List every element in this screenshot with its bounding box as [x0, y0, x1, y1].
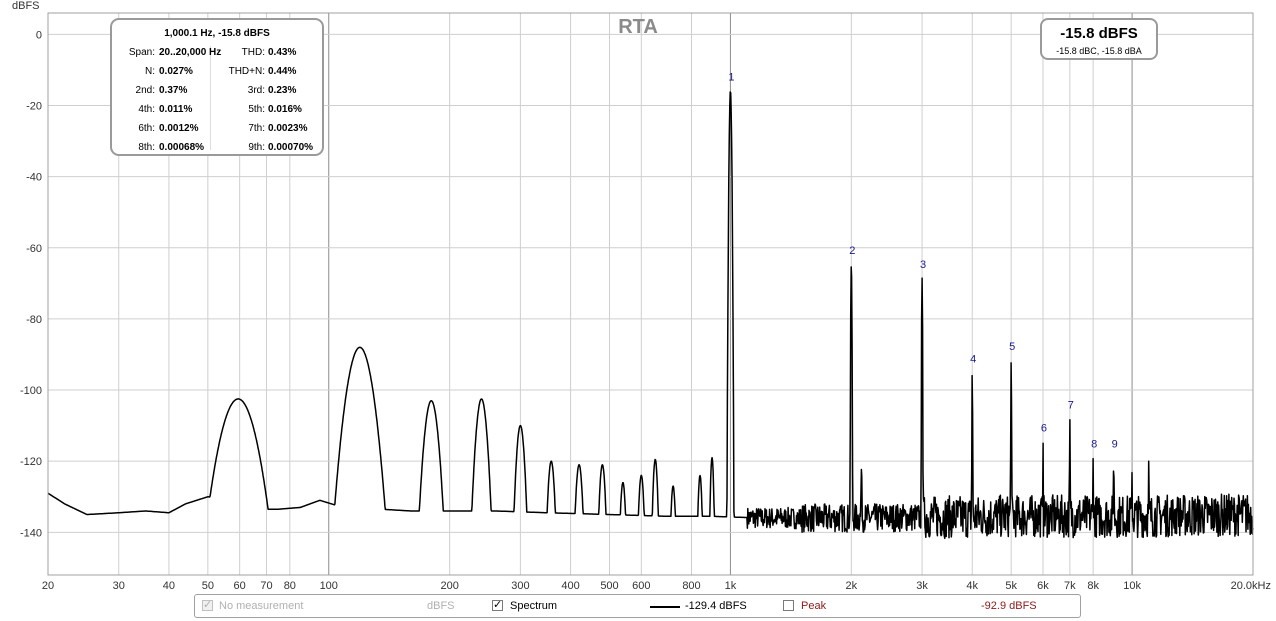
info-box-row: 2nd: 0.37% 3rd: 0.23%: [112, 85, 322, 99]
x-tick-label: 10k: [1123, 580, 1141, 592]
no-measurement-label: No measurement: [219, 600, 304, 612]
info-left-label: 6th:: [138, 123, 155, 134]
y-tick-label: -100: [20, 385, 42, 397]
info-left-value: 0.00068%: [159, 142, 205, 153]
info-left-value: 20..20,000 Hz: [159, 47, 222, 58]
info-right-value: 0.016%: [268, 104, 302, 115]
level-readout-box[interactable]: -15.8 dBFS -15.8 dBC, -15.8 dBA: [1040, 18, 1158, 60]
spectrum-checkbox[interactable]: ✓: [492, 599, 503, 611]
y-tick-label: -120: [20, 456, 42, 468]
info-right-label: THD:: [241, 47, 265, 58]
chart-title: RTA: [618, 16, 658, 38]
x-tick-label: 500: [600, 580, 618, 592]
x-tick-label: 600: [632, 580, 650, 592]
x-tick-label: 70: [260, 580, 272, 592]
x-tick-label: 100: [320, 580, 338, 592]
y-tick-label: -20: [26, 100, 42, 112]
x-tick-label: 400: [561, 580, 579, 592]
spectrum-line-swatch: [650, 606, 680, 608]
info-box-row: N: 0.027% THD+N: 0.44%: [112, 66, 322, 80]
info-right-value: 0.00070%: [268, 142, 314, 153]
level-readout-main: -15.8 dBFS: [1060, 25, 1138, 42]
x-tick-label: 7k: [1064, 580, 1076, 592]
y-tick-label: -80: [26, 314, 42, 326]
info-left-label: N:: [145, 66, 155, 77]
info-left-label: 8th:: [138, 142, 155, 153]
harmonic-marker-label: 2: [849, 245, 855, 257]
distortion-info-box[interactable]: 1,000.1 Hz, -15.8 dBFS Span: 20..20,000 H…: [110, 18, 324, 156]
spectrum-value: -129.4 dBFS: [685, 600, 747, 612]
no-measurement-checkbox[interactable]: ✓: [202, 599, 213, 611]
info-right-value: 0.23%: [268, 85, 297, 96]
x-tick-label: 20: [42, 580, 54, 592]
harmonic-marker-label: 9: [1112, 439, 1118, 451]
info-box-row: Span: 20..20,000 Hz THD: 0.43%: [112, 47, 322, 61]
harmonic-marker-label: 3: [920, 259, 926, 271]
info-left-value: 0.37%: [159, 85, 188, 96]
info-right-value: 0.0023%: [268, 123, 308, 134]
y-tick-label: -40: [26, 172, 42, 184]
x-tick-label: 80: [284, 580, 296, 592]
x-tick-label: 40: [163, 580, 175, 592]
x-tick-label: 20.0kHz: [1231, 580, 1271, 592]
x-tick-label: 5k: [1005, 580, 1017, 592]
y-tick-label: 0: [36, 29, 42, 41]
harmonic-marker-label: 5: [1009, 341, 1015, 353]
plot-frame: [47, 12, 1254, 576]
info-right-label: 5th:: [248, 104, 265, 115]
y-axis-label: dBFS: [12, 0, 40, 12]
x-tick-label: 8k: [1087, 580, 1099, 592]
peak-value: -92.9 dBFS: [981, 600, 1037, 612]
x-tick-label: 1k: [725, 580, 737, 592]
info-left-label: Span:: [128, 47, 155, 58]
info-left-value: 0.0012%: [159, 123, 199, 134]
x-tick-label: 2k: [846, 580, 858, 592]
info-right-value: 0.44%: [268, 66, 297, 77]
level-readout-sub: -15.8 dBC, -15.8 dBA: [1056, 46, 1142, 56]
no-measurement-unit: dBFS: [427, 600, 455, 612]
info-box-row: 6th: 0.0012% 7th: 0.0023%: [112, 123, 322, 137]
info-box-row: 8th: 0.00068% 9th: 0.00070%: [112, 142, 322, 156]
info-box-title: 1,000.1 Hz, -15.8 dBFS: [164, 28, 270, 39]
info-right-label: 7th:: [248, 123, 265, 134]
x-tick-label: 4k: [966, 580, 978, 592]
axis-ticks: 20 30 40 50 60 70 80 100 200 300 400 500 600 800 1k 2k 3…: [20, 29, 1271, 592]
info-right-label: 3rd:: [247, 85, 265, 96]
x-tick-label: 800: [682, 580, 700, 592]
x-tick-label: 200: [440, 580, 458, 592]
info-left-label: 4th:: [138, 104, 155, 115]
info-right-label: THD+N:: [228, 66, 265, 77]
x-tick-label: 3k: [916, 580, 928, 592]
info-right-value: 0.43%: [268, 47, 297, 58]
info-right-label: 9th:: [248, 142, 265, 153]
y-tick-label: -60: [26, 243, 42, 255]
y-tick-label: -140: [20, 527, 42, 539]
x-tick-label: 30: [113, 580, 125, 592]
spectrum-series-line: [47, 91, 1254, 540]
harmonic-marker-label: 4: [970, 353, 976, 365]
peak-label: Peak: [801, 600, 827, 612]
x-tick-label: 50: [202, 580, 214, 592]
harmonic-marker-label: 8: [1091, 439, 1097, 451]
x-tick-label: 60: [234, 580, 246, 592]
harmonic-marker-label: 7: [1068, 399, 1074, 411]
spectrum-label: Spectrum: [510, 600, 558, 612]
info-box-row: 4th: 0.011% 5th: 0.016%: [112, 104, 322, 118]
harmonic-marker-label: 6: [1041, 423, 1047, 435]
info-left-label: 2nd:: [135, 85, 155, 96]
info-box-divider: [210, 46, 211, 150]
harmonic-marker-label: 1: [728, 72, 734, 84]
x-tick-label: 300: [511, 580, 529, 592]
harmonic-markers: 1 2 3 4 5 6 7 8 9: [728, 72, 1117, 451]
info-left-value: 0.027%: [159, 66, 193, 77]
x-tick-label: 6k: [1037, 580, 1049, 592]
legend-bar: ✓ No measurement dBFS ✓ Spectrum -129.4 …: [194, 594, 1081, 618]
peak-checkbox[interactable]: [783, 600, 794, 611]
info-left-value: 0.011%: [159, 104, 193, 115]
